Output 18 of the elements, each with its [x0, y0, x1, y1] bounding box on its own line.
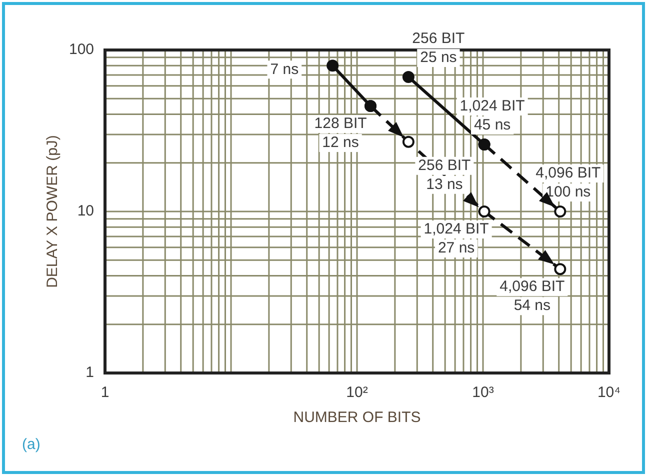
y-tick-label: 1	[86, 364, 94, 382]
annotation: 256 BIT 25 ns	[412, 30, 465, 66]
annotation: 1,024 BIT 45 ns	[460, 98, 525, 134]
x-tick-label: 10⁴	[597, 384, 621, 402]
x-tick-label: 10³	[472, 384, 494, 402]
x-axis-title: NUMBER OF BITS	[293, 409, 421, 426]
annotation: 256 BIT 13 ns	[418, 156, 471, 193]
y-tick-label: 100	[68, 41, 94, 58]
x-tick-label: 10²	[346, 384, 368, 402]
x-tick-label: 1	[100, 384, 110, 402]
y-tick-label: 10	[77, 202, 94, 220]
annotation: 1,024 BIT 27 ns	[424, 220, 489, 257]
annotation: 7 ns	[270, 60, 299, 78]
annotation: 4,096 BIT 54 ns	[500, 278, 565, 314]
text: (a)	[22, 436, 40, 453]
annotation: 4,096 BIT 100 ns	[536, 164, 601, 201]
y-axis-title: DELAY X POWER (pJ)	[44, 135, 62, 288]
annotation: 128 BIT 12 ns	[314, 115, 367, 152]
